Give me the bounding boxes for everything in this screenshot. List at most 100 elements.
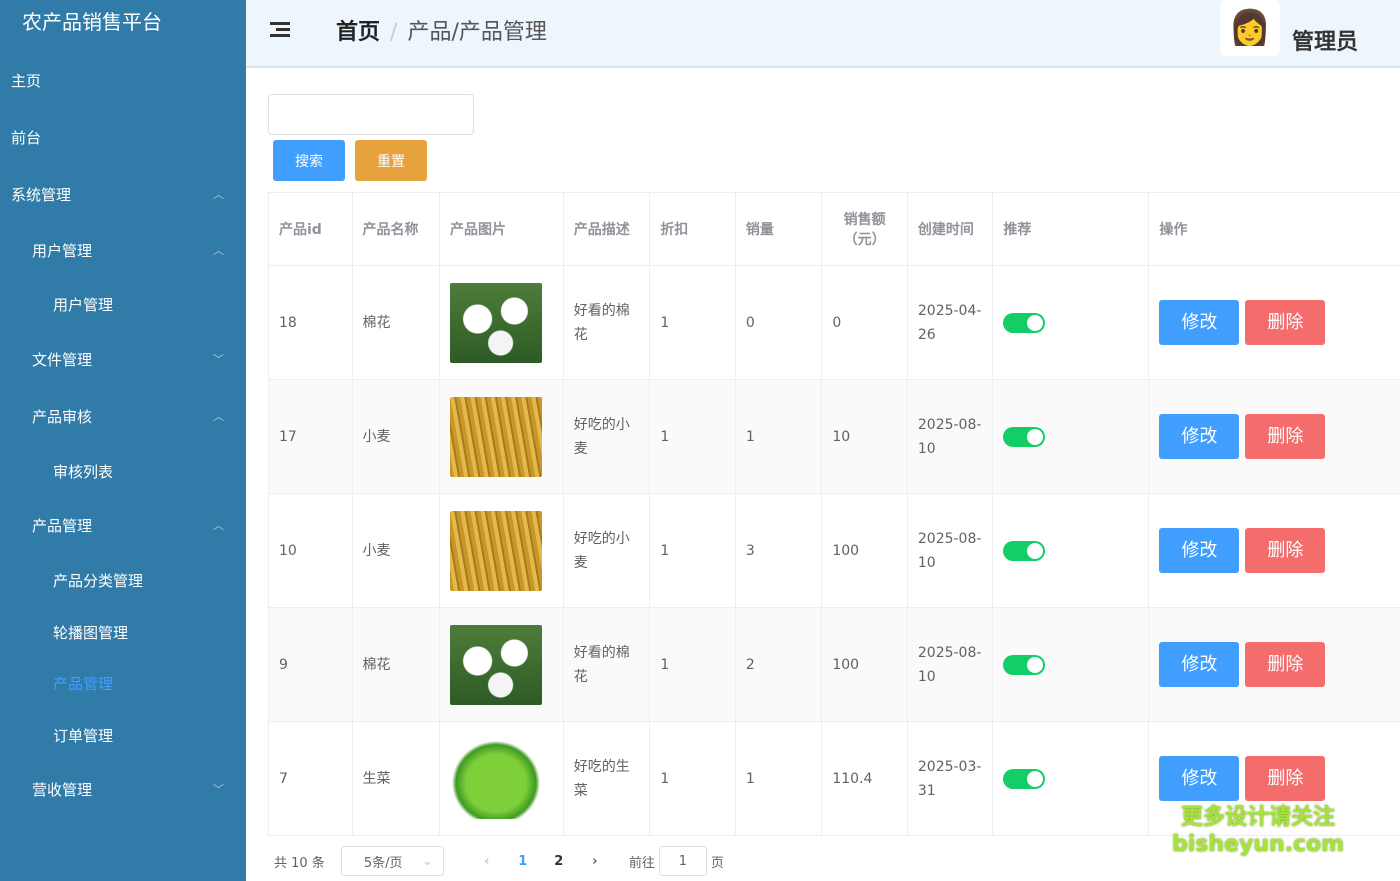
watermark-line1: 更多设计请关注 [1181,805,1336,830]
pagination: 共 10 条 5条/页 ⌄ ‹ 1 2 › 前往 1 页 [274,846,724,876]
cell-discount-text: 1 [660,314,670,331]
sidebar-item-label: 产品管理 [53,674,114,693]
next-page-icon[interactable]: › [592,853,598,869]
page-2[interactable]: 2 [554,853,564,869]
sidebar-item[interactable]: 产品管理 [0,671,246,695]
goto-page-input[interactable]: 1 [658,846,707,876]
chevron-down-icon: ﹀ [213,353,224,366]
cell-id: 18 [268,265,353,380]
chevron-up-icon: ︿ [213,410,224,423]
total-count: 共 10 条 [274,855,325,871]
cell-sales: 3 [734,493,823,608]
cell-image [439,607,564,722]
cell-discount-text: 1 [660,770,670,787]
cell-id: 10 [268,493,353,608]
cell-desc: 好看的棉花 [562,265,651,380]
edit-button[interactable]: 修改 [1159,756,1240,801]
cell-revenue-text: 100 [832,542,860,559]
cell-sales: 1 [734,721,823,836]
breadcrumb-home[interactable]: 首页 [336,20,381,45]
cell-desc-text: 好吃的生菜 [573,758,630,799]
recommend-toggle[interactable] [1003,768,1046,789]
cell-revenue: 100 [821,493,908,608]
sidebar-item[interactable]: 文件管理 ﹀ [0,347,246,371]
menu-toggle-icon[interactable] [270,20,292,38]
sidebar: 农产品销售平台 主页前台系统管理 ︿ 用户管理 ︿ 用户管理文件管理 ﹀ 产品审核 ︿ 审核列表… [0,0,246,881]
breadcrumb-current: 产品/产品管理 [407,20,547,45]
sidebar-item-label: 系统管理 [11,185,72,204]
cell-created-text: 2025-08-10 [917,644,982,685]
recommend-toggle[interactable] [1003,540,1046,561]
cell-revenue: 100 [821,607,908,722]
recommend-toggle[interactable] [1003,426,1046,447]
sidebar-item[interactable]: 产品审核 ︿ [0,404,246,428]
chevron-up-icon: ︿ [213,188,224,201]
delete-button[interactable]: 删除 [1245,642,1326,687]
column-header: 产品名称 [351,192,441,266]
product-image [450,624,543,705]
recommend-toggle[interactable] [1003,312,1046,333]
delete-button[interactable]: 删除 [1245,756,1326,801]
edit-button[interactable]: 修改 [1159,300,1240,345]
column-header: 操作 [1148,192,1400,266]
sidebar-item[interactable]: 前台 [0,125,246,149]
edit-button[interactable]: 修改 [1159,414,1240,459]
sidebar-item-label: 文件管理 [32,350,93,369]
prev-page-icon[interactable]: ‹ [484,853,490,869]
cell-id: 7 [268,721,353,836]
sidebar-item[interactable]: 产品分类管理 [0,568,246,592]
cell-recommend [992,721,1150,836]
cell-discount: 1 [649,265,736,380]
breadcrumb: 首页 / 产品/产品管理 [336,14,547,46]
cell-created: 2025-04-26 [906,265,994,380]
page-1[interactable]: 1 [518,853,528,869]
avatar[interactable]: 👩 [1220,0,1280,56]
cell-name: 小麦 [351,493,441,608]
cell-actions: 修改 删除 [1148,379,1400,494]
sidebar-item[interactable]: 轮播图管理 [0,620,246,644]
sidebar-item-label: 前台 [11,128,42,147]
delete-button[interactable]: 删除 [1245,300,1326,345]
cell-name-text: 小麦 [362,542,391,559]
cell-revenue-text: 100 [832,656,860,673]
search-input[interactable] [268,94,474,135]
brand-title: 农产品销售平台 [22,10,162,34]
column-header: 产品图片 [439,192,564,266]
cell-desc: 好吃的小麦 [562,493,651,608]
sidebar-item[interactable]: 营收管理 ﹀ [0,777,246,801]
cell-actions: 修改 删除 [1148,265,1400,380]
cell-sales-text: 1 [745,428,755,445]
cell-id: 9 [268,607,353,722]
cell-recommend [992,265,1150,380]
cell-recommend [992,379,1150,494]
sidebar-item[interactable]: 订单管理 [0,723,246,747]
breadcrumb-separator: / [390,20,398,45]
edit-button[interactable]: 修改 [1159,528,1240,573]
cell-image [439,265,564,380]
sidebar-item[interactable]: 系统管理 ︿ [0,182,246,206]
sidebar-item[interactable]: 产品管理 ︿ [0,513,246,537]
search-button[interactable]: 搜索 [273,140,345,181]
delete-button[interactable]: 删除 [1245,528,1326,573]
sidebar-item[interactable]: 主页 [0,68,246,92]
cell-revenue-text: 0 [832,314,842,331]
page-size-select[interactable]: 5条/页 ⌄ [340,846,444,876]
user-name[interactable]: 管理员 [1292,30,1359,55]
cell-image [439,721,564,836]
sidebar-item[interactable]: 用户管理 ︿ [0,238,246,262]
column-header: 产品描述 [562,192,651,266]
delete-button[interactable]: 删除 [1245,414,1326,459]
sidebar-item-label: 主页 [11,71,42,90]
sidebar-item[interactable]: 用户管理 [0,292,246,316]
cell-id: 17 [268,379,353,494]
edit-button[interactable]: 修改 [1159,642,1240,687]
cell-revenue: 110.4 [821,721,908,836]
sidebar-item[interactable]: 审核列表 [0,459,246,483]
table-row: 18 棉花 好看的棉花 1 0 0 2025-04-26 修改 删除 [268,265,1400,380]
sidebar-item-label: 产品分类管理 [53,571,144,590]
cell-id-text: 10 [279,542,297,559]
reset-button[interactable]: 重置 [355,140,427,181]
recommend-toggle[interactable] [1003,654,1046,675]
cell-discount: 1 [649,379,736,494]
cell-sales-text: 1 [745,770,755,787]
